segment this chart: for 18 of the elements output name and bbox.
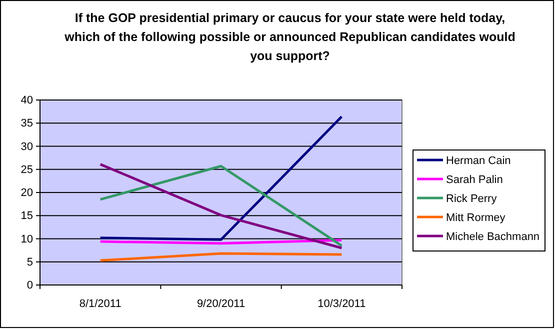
y-tick-label: 40: [20, 94, 33, 107]
legend-label: Rick Perry: [446, 193, 498, 205]
y-tick-label: 20: [20, 187, 33, 200]
legend-label: Mitt Rormey: [446, 212, 506, 224]
y-tick-label: 5: [26, 256, 33, 268]
y-tick-label: 0: [26, 280, 33, 292]
x-tick-label: 9/20/2011: [196, 298, 246, 310]
x-tick-label: 8/1/2011: [79, 298, 122, 310]
y-tick-label: 15: [20, 210, 33, 222]
legend-label: Michele Bachmann: [446, 231, 540, 243]
y-tick-label: 30: [20, 140, 33, 153]
y-tick-label: 25: [20, 164, 33, 176]
chart-title: If the GOP presidential primary or caucus for your state were held today, which of the following possible or announced Republican candidates would you support?: [64, 11, 516, 63]
y-tick-label: 35: [20, 118, 33, 130]
legend-label: Herman Cain: [446, 155, 511, 167]
legend-label: Sarah Palin: [446, 174, 503, 186]
x-tick-label: 10/3/2011: [318, 298, 366, 310]
y-tick-label: 10: [20, 233, 33, 246]
